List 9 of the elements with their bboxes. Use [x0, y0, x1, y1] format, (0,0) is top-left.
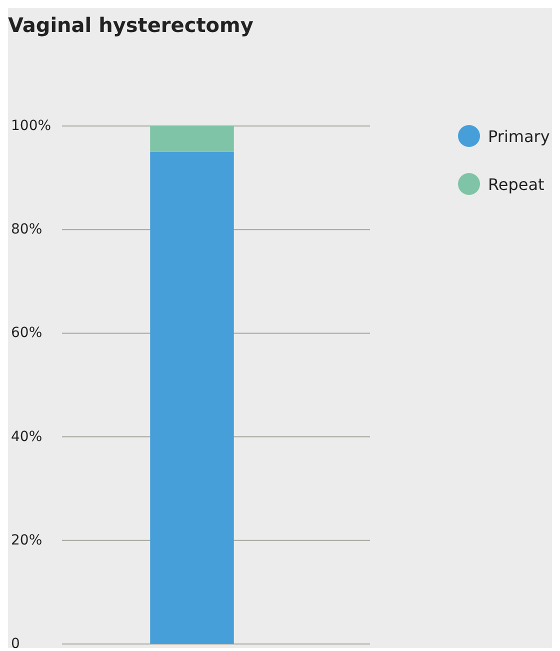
y-tick-label: 0 — [11, 636, 20, 651]
chart-title: Vaginal hysterectomy — [8, 13, 254, 37]
legend-label: Repeat — [488, 175, 544, 194]
y-tick-label: 20% — [11, 532, 42, 548]
y-tick-label: 40% — [11, 428, 42, 445]
y-tick-label: 80% — [11, 222, 42, 238]
y-tick-label: 60% — [11, 325, 42, 342]
legend-label: Primary — [488, 127, 550, 146]
y-tick-label: 100% — [11, 118, 52, 134]
